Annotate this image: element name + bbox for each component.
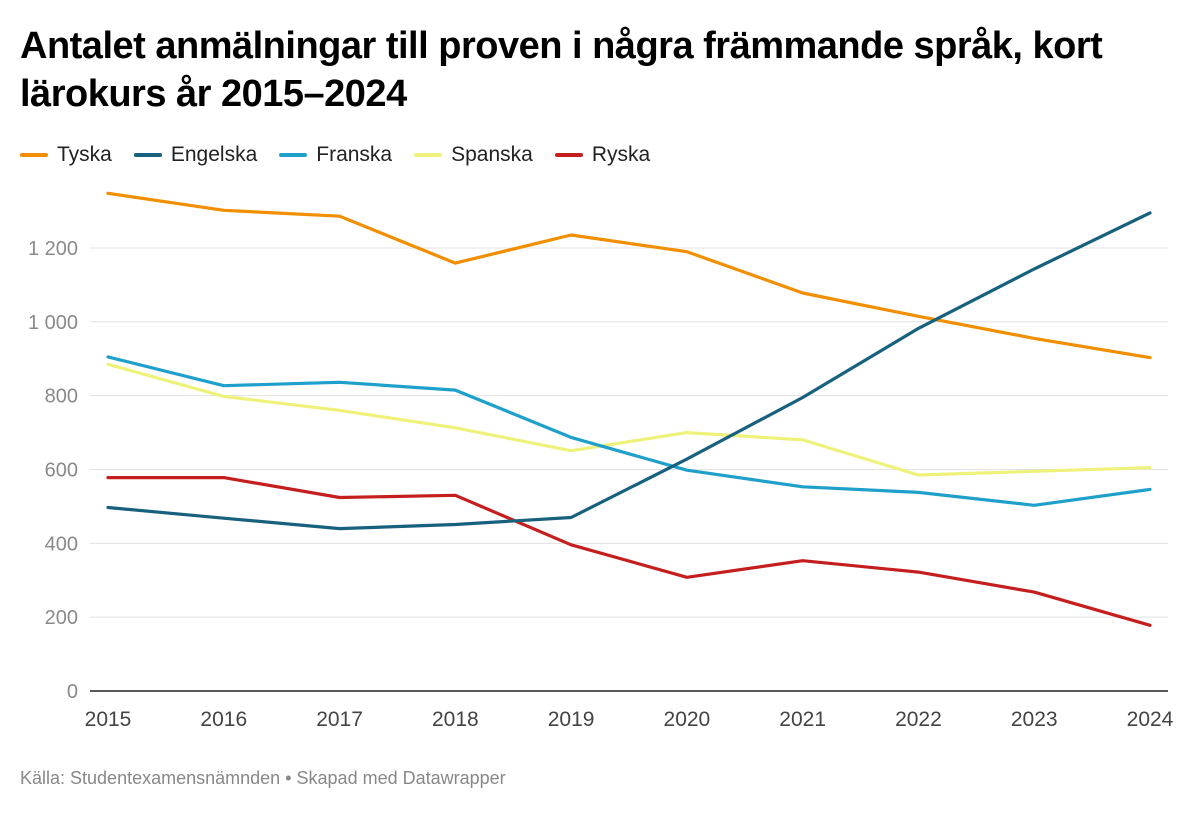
x-tick-label: 2021 — [779, 708, 826, 731]
x-tick-label: 2015 — [85, 708, 132, 731]
x-tick-label: 2020 — [664, 708, 711, 731]
legend-swatch — [554, 153, 583, 157]
legend-swatch — [20, 153, 48, 157]
chart-footer: Källa: Studentexamensnämnden • Skapad me… — [20, 768, 506, 789]
y-tick-label: 1 000 — [28, 312, 78, 334]
legend-label: Tyska — [57, 143, 112, 166]
legend-swatch — [414, 153, 443, 157]
gridlines — [90, 247, 1168, 692]
legend-label: Ryska — [591, 143, 651, 166]
source-note: Källa: Studentexamensnämnden — [20, 768, 281, 788]
x-tick-label: 2018 — [432, 708, 479, 731]
x-tick-label: 2024 — [1127, 708, 1174, 731]
x-tick-label: 2023 — [1011, 708, 1058, 731]
legend-item-tyska: Tyska — [20, 143, 112, 167]
legend-item-spanska: Spanska — [414, 143, 533, 167]
x-tick-label: 2016 — [200, 708, 247, 731]
x-tick-label: 2022 — [895, 708, 942, 731]
legend-item-engelska: Engelska — [133, 143, 258, 167]
series-line-spanska — [106, 362, 1152, 477]
series-line-franska — [106, 355, 1152, 507]
x-axis-ticks: 2015 2016 2017 2018 2019 2020 2021 2022 2023 2024 — [85, 708, 1174, 731]
credit-note: Skapad med Datawrapper — [296, 768, 506, 788]
y-tick-label: 800 — [45, 386, 78, 408]
legend-swatch — [133, 153, 162, 157]
legend-item-ryska: Ryska — [554, 143, 651, 167]
legend-item-franska: Franska — [279, 143, 392, 167]
footer-separator: • — [285, 768, 292, 788]
y-tick-label: 200 — [45, 607, 78, 629]
legend-label: Spanska — [451, 143, 533, 166]
legend-label: Engelska — [170, 143, 258, 166]
x-tick-label: 2017 — [316, 708, 363, 731]
y-tick-label: 600 — [45, 459, 78, 481]
chart-legend: Tyska Engelska Franska Spanska Ryska — [20, 140, 672, 170]
series-line-tyska — [106, 191, 1152, 360]
series-lines — [106, 191, 1152, 627]
series-line-ryska — [106, 476, 1152, 627]
y-axis-ticks: 0 200 400 600 800 1 000 1 200 — [28, 238, 78, 703]
legend-swatch — [279, 153, 308, 157]
y-tick-label: 400 — [45, 533, 78, 555]
y-tick-label: 0 — [67, 681, 78, 703]
line-chart: 0 200 400 600 800 1 000 1 200 2015 2016 2017 2018… — [28, 191, 1174, 731]
x-tick-label: 2019 — [548, 708, 595, 731]
legend-label: Franska — [316, 143, 393, 166]
series-line-engelska — [106, 211, 1152, 531]
chart-title: Antalet anmälningar till proven i några … — [20, 25, 1103, 115]
y-tick-label: 1 200 — [28, 238, 78, 260]
